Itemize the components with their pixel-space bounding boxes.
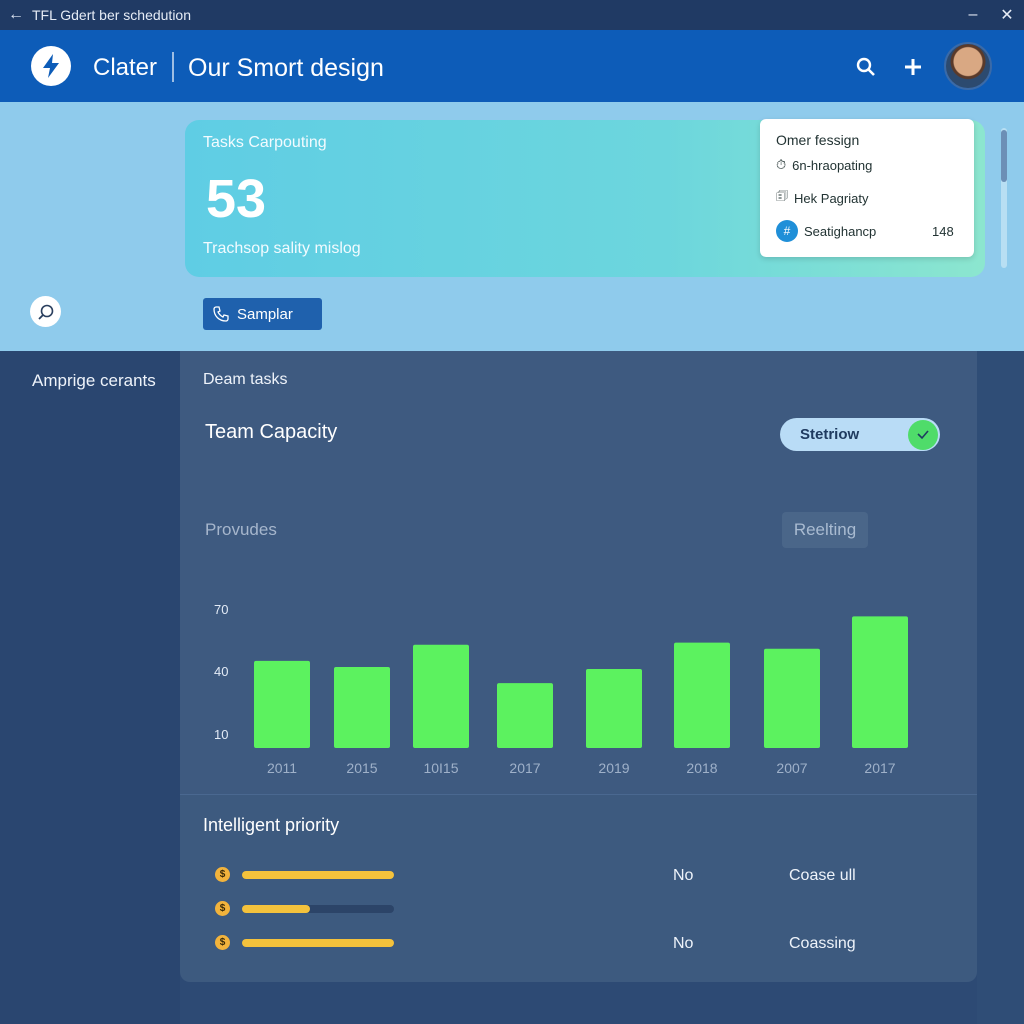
priority-icon: $ [215, 901, 230, 916]
priority-title: Intelligent priority [203, 815, 340, 835]
y-tick-label: 40 [214, 664, 228, 679]
x-tick-label: 2007 [776, 760, 807, 776]
hero-subtitle: Trachsop sality mislog [203, 240, 361, 257]
refresh-icon[interactable] [30, 296, 61, 327]
x-tick-label: 2015 [346, 760, 377, 776]
y-tick-label: 10 [214, 727, 228, 742]
window-title-bar: ← TFL Gdert ber schedution – ✕ [0, 0, 1024, 30]
clock-icon: ⏱ [776, 157, 787, 172]
hero-label: Tasks Carpouting [203, 134, 327, 151]
priority-action[interactable]: Coase ull [789, 867, 856, 884]
popup-title: Omer fessign [776, 132, 860, 148]
sample-button[interactable]: Samplar [203, 298, 322, 330]
chart-bar[interactable] [254, 660, 310, 748]
provides-label: Provudes [205, 520, 277, 539]
chart-bar[interactable] [334, 666, 390, 748]
priority-progress-bar [242, 871, 394, 879]
app-header: Clater Our Smort design [0, 30, 1024, 102]
chart-bar[interactable] [764, 648, 820, 748]
info-popup: Omer fessign ⏱ 6n-hraopating 🗊 Hek Pagri… [760, 119, 974, 257]
document-icon: 🗊 [776, 188, 789, 203]
priority-status: No [673, 935, 694, 952]
chart-bar[interactable] [497, 683, 553, 748]
priority-status: No [673, 867, 694, 884]
x-tick-label: 10I15 [423, 760, 458, 776]
chart-bar[interactable] [674, 642, 730, 748]
priority-progress-fill [242, 939, 394, 947]
scrollbar-track[interactable] [1001, 128, 1007, 268]
brand-name: Clater [93, 54, 158, 81]
popup-item[interactable]: # Seatighancp [776, 220, 876, 242]
window-title: TFL Gdert ber schedution [32, 7, 192, 23]
priority-progress-fill [242, 871, 394, 879]
toggle-label: Stetriow [800, 426, 860, 443]
hero-value: 53 [206, 169, 267, 229]
priority-panel [180, 794, 977, 982]
x-tick-label: 2017 [509, 760, 540, 776]
priority-progress-fill [242, 905, 311, 913]
chart-title: Team Capacity [205, 421, 338, 443]
plus-icon[interactable] [900, 54, 926, 80]
page-title: Our Smort design [188, 54, 384, 82]
sidebar-item-label[interactable]: Amprige cerants [32, 371, 156, 390]
popup-item[interactable]: 🗊 Hek Pagriaty [776, 187, 868, 209]
back-arrow-icon[interactable]: ← [8, 6, 24, 23]
hash-icon: # [776, 220, 798, 242]
x-tick-label: 2019 [598, 760, 629, 776]
team-capacity-chart: 70 40 10 2011 2015 10I15 2017 2019 2018 2007 2017 [214, 602, 908, 776]
check-icon [908, 419, 938, 450]
x-tick-label: 2011 [267, 760, 297, 776]
status-toggle[interactable]: Stetriow [780, 418, 940, 451]
priority-action[interactable]: Coassing [789, 935, 856, 952]
realting-button[interactable]: Reelting [782, 512, 868, 548]
phone-icon [213, 306, 229, 322]
avatar[interactable] [944, 42, 992, 90]
minimize-icon[interactable]: – [968, 6, 978, 23]
section-label: Deam tasks [203, 371, 288, 388]
popup-item[interactable]: ⏱ 6n-hraopating [776, 157, 873, 173]
chart-bar[interactable] [852, 616, 908, 748]
scrollbar-thumb[interactable] [1001, 130, 1007, 182]
x-tick-label: 2017 [864, 760, 895, 776]
priority-icon: $ [215, 935, 230, 950]
chart-bar[interactable] [586, 669, 642, 748]
x-tick-label: 2018 [686, 760, 717, 776]
popup-item-value: 148 [932, 224, 954, 239]
y-tick-label: 70 [214, 602, 228, 617]
priority-progress-bar [242, 905, 394, 913]
priority-icon: $ [215, 867, 230, 882]
header-divider [172, 52, 174, 82]
bolt-icon[interactable] [31, 46, 71, 86]
chart-bar[interactable] [413, 644, 469, 748]
close-icon[interactable]: ✕ [1000, 7, 1014, 24]
right-strip [977, 351, 1024, 1024]
left-sidebar [0, 351, 180, 1024]
priority-progress-bar [242, 939, 394, 947]
search-icon[interactable] [853, 54, 879, 80]
